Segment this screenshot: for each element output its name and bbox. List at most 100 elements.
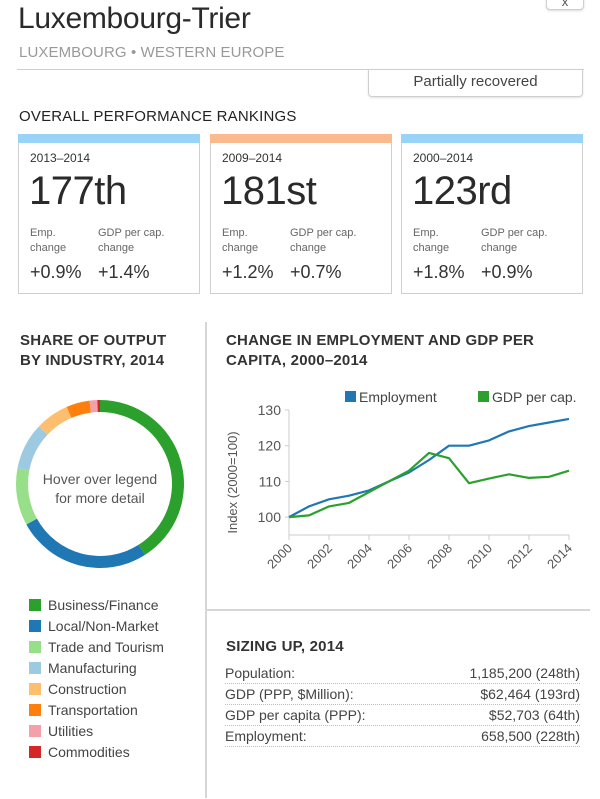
industry-donut-chart bbox=[16, 400, 185, 568]
sizing-label: GDP per capita (PPP): bbox=[225, 707, 366, 723]
donut-slice bbox=[97, 400, 100, 413]
close-button[interactable]: x bbox=[546, 0, 584, 10]
emp-change-value: +1.8% bbox=[413, 262, 465, 282]
legend-swatch bbox=[29, 745, 41, 758]
legend-label: Business/Finance bbox=[48, 596, 159, 613]
sizing-label: Employment: bbox=[225, 728, 307, 744]
sizing-heading: SIZING UP, 2014 bbox=[226, 638, 344, 655]
legend-item[interactable]: Utilities bbox=[29, 720, 164, 741]
x-tick-label: 2006 bbox=[384, 541, 415, 572]
emp-change-label: Emp. change bbox=[413, 227, 450, 254]
sizing-row: Employment: 658,500 (228th) bbox=[225, 726, 580, 747]
sizing-value: 1,185,200 (248th) bbox=[469, 665, 580, 681]
legend-swatch bbox=[29, 619, 41, 632]
legend-item[interactable]: Manufacturing bbox=[29, 657, 164, 678]
industry-legend: Business/Finance Local/Non-Market Trade … bbox=[29, 594, 164, 762]
series-line-employment bbox=[288, 417, 570, 519]
ranking-card: 2013–2014 177th Emp. change GDP per cap.… bbox=[18, 134, 200, 294]
change-heading-line2: CAPITA, 2000–2014 bbox=[226, 352, 368, 369]
gdp-change-label: GDP per cap. change bbox=[290, 227, 357, 254]
x-tick-label: 2014 bbox=[544, 541, 575, 572]
sizing-row: GDP per capita (PPP): $52,703 (64th) bbox=[225, 705, 580, 726]
legend-label: Utilities bbox=[48, 722, 94, 739]
gdp-change-label: GDP per cap. change bbox=[98, 227, 165, 254]
card-rank: 181st bbox=[221, 169, 317, 213]
legend-item[interactable]: Construction bbox=[29, 678, 164, 699]
page-title: Luxembourg-Trier bbox=[18, 2, 251, 35]
sizing-value: 658,500 (228th) bbox=[481, 728, 580, 744]
donut-hint: Hover over legend for more detail bbox=[30, 470, 170, 508]
donut-slice bbox=[26, 518, 146, 568]
sizing-value: $52,703 (64th) bbox=[488, 707, 580, 723]
y-tick-label: 110 bbox=[259, 473, 282, 489]
card-period: 2013–2014 bbox=[30, 151, 91, 165]
legend-item[interactable]: Trade and Tourism bbox=[29, 636, 164, 657]
legend-label: Manufacturing bbox=[48, 659, 137, 676]
rankings-heading: OVERALL PERFORMANCE RANKINGS bbox=[19, 108, 297, 125]
card-color-bar bbox=[18, 134, 200, 143]
ranking-card: 2009–2014 181st Emp. change GDP per cap.… bbox=[210, 134, 392, 294]
legend-label: Construction bbox=[48, 680, 127, 697]
legend-item[interactable]: Commodities bbox=[29, 741, 164, 762]
sizing-row: GDP (PPP, $Million): $62,464 (193rd) bbox=[225, 684, 580, 705]
y-tick-label: 100 bbox=[258, 509, 282, 525]
sizing-label: Population: bbox=[225, 665, 296, 681]
legend-swatch bbox=[29, 703, 41, 716]
legend-swatch bbox=[478, 391, 489, 402]
employment-gdp-line-chart: 100 110 120 130 2000 2002 2004 2006 2008 2010 2012… bbox=[225, 389, 577, 572]
horizontal-divider bbox=[205, 609, 590, 611]
legend-swatch bbox=[29, 598, 41, 611]
change-heading-line1: CHANGE IN EMPLOYMENT AND GDP PER bbox=[226, 332, 535, 349]
header-divider bbox=[17, 69, 584, 70]
x-tick-label: 2000 bbox=[264, 541, 295, 572]
legend-item[interactable]: Local/Non-Market bbox=[29, 615, 164, 636]
gdp-change-label: GDP per cap. change bbox=[481, 227, 548, 254]
donut-slice bbox=[17, 426, 48, 471]
y-axis-label: Index (2000=100) bbox=[225, 431, 240, 533]
share-heading-line2: BY INDUSTRY, 2014 bbox=[20, 352, 165, 369]
legend-label: Employment bbox=[359, 389, 437, 405]
donut-slice bbox=[89, 400, 98, 413]
card-period: 2009–2014 bbox=[222, 151, 283, 165]
donut-slice bbox=[38, 406, 72, 435]
sizing-label: GDP (PPP, $Million): bbox=[225, 686, 354, 702]
share-heading-line1: SHARE OF OUTPUT bbox=[20, 332, 167, 349]
emp-change-label: Emp. change bbox=[30, 227, 67, 254]
x-tick-label: 2008 bbox=[424, 541, 455, 572]
legend-swatch bbox=[29, 724, 41, 737]
y-tick-label: 120 bbox=[258, 438, 282, 454]
x-tick-label: 2010 bbox=[464, 541, 495, 572]
legend-swatch bbox=[29, 661, 41, 674]
legend-swatch bbox=[345, 391, 356, 402]
emp-change-value: +1.2% bbox=[222, 262, 274, 282]
emp-change-label: Emp. change bbox=[222, 227, 259, 254]
x-tick-label: 2004 bbox=[344, 541, 375, 572]
donut-slice bbox=[100, 400, 185, 555]
donut-hint-line1: Hover over legend bbox=[42, 471, 158, 487]
sizing-table: Population: 1,185,200 (248th) GDP (PPP, … bbox=[225, 663, 580, 747]
legend-item[interactable]: Transportation bbox=[29, 699, 164, 720]
emp-change-value: +0.9% bbox=[30, 262, 82, 282]
card-color-bar bbox=[401, 134, 583, 143]
ranking-card: 2000–2014 123rd Emp. change GDP per cap.… bbox=[401, 134, 583, 294]
legend-swatch bbox=[29, 640, 41, 653]
sizing-row: Population: 1,185,200 (248th) bbox=[225, 663, 580, 684]
legend-label: GDP per cap. bbox=[492, 389, 577, 405]
y-tick-label: 130 bbox=[258, 402, 282, 418]
legend-label: Trade and Tourism bbox=[48, 638, 164, 655]
legend-item[interactable]: Business/Finance bbox=[29, 594, 164, 615]
sizing-value: $62,464 (193rd) bbox=[480, 686, 580, 702]
status-badge: Partially recovered bbox=[368, 69, 583, 97]
card-period: 2000–2014 bbox=[413, 151, 474, 165]
legend-label: Commodities bbox=[48, 743, 130, 760]
gdp-change-value: +0.7% bbox=[290, 262, 342, 282]
x-tick-label: 2002 bbox=[304, 541, 335, 572]
donut-slice bbox=[16, 468, 37, 525]
card-color-bar bbox=[210, 134, 392, 143]
legend-label: Transportation bbox=[48, 701, 138, 718]
card-rank: 177th bbox=[29, 169, 127, 213]
legend-label: Local/Non-Market bbox=[48, 617, 159, 634]
donut-slice bbox=[66, 400, 91, 418]
change-heading: CHANGE IN EMPLOYMENT AND GDP PER CAPITA,… bbox=[226, 331, 586, 371]
gdp-change-value: +1.4% bbox=[98, 262, 150, 282]
